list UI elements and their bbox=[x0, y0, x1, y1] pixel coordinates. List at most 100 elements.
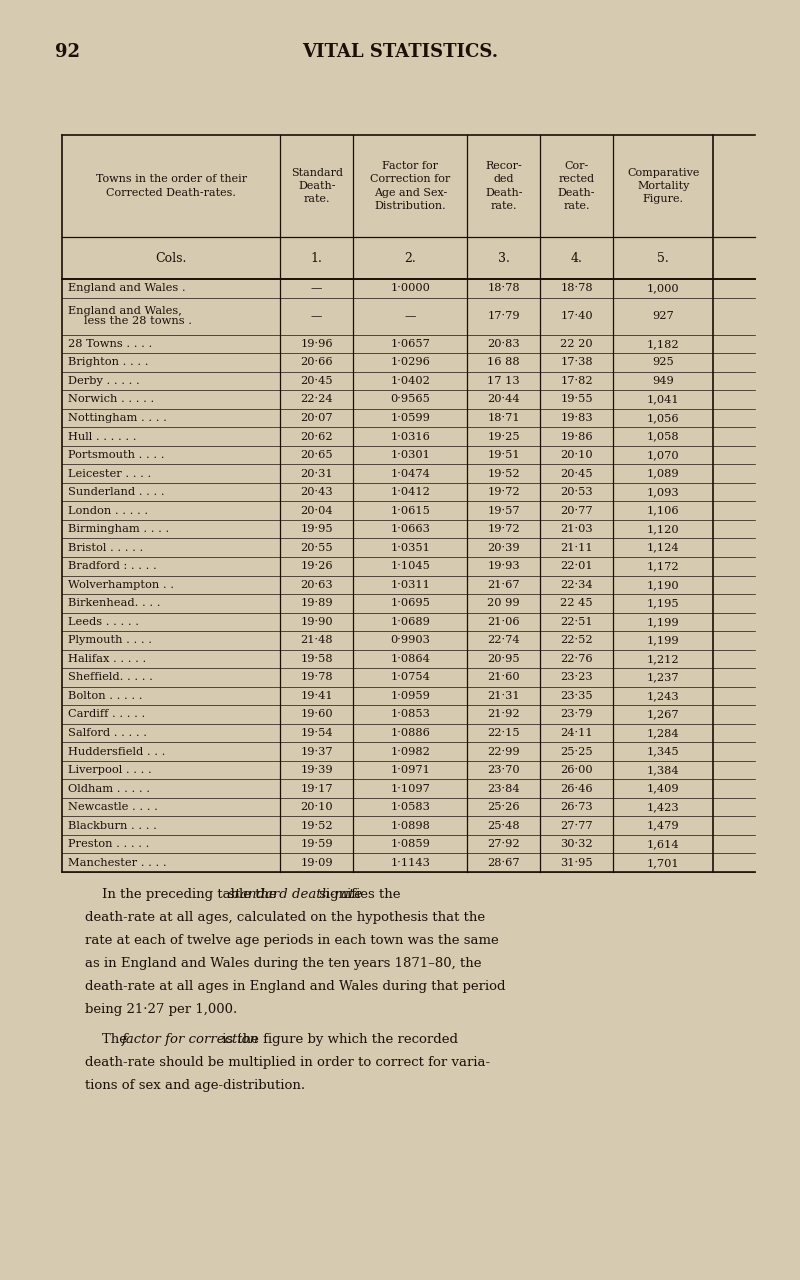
Text: 18·78: 18·78 bbox=[487, 283, 520, 293]
Text: 19·86: 19·86 bbox=[560, 431, 593, 442]
Text: Cols.: Cols. bbox=[155, 251, 187, 265]
Text: 1·1143: 1·1143 bbox=[390, 858, 430, 868]
Text: 22·51: 22·51 bbox=[560, 617, 593, 627]
Text: 17·40: 17·40 bbox=[560, 311, 593, 321]
Text: In the preceding table the: In the preceding table the bbox=[85, 888, 281, 901]
Text: 3.: 3. bbox=[498, 251, 510, 265]
Text: Hull . . . . . .: Hull . . . . . . bbox=[68, 431, 137, 442]
Text: 20·31: 20·31 bbox=[300, 468, 333, 479]
Text: England and Wales .: England and Wales . bbox=[68, 283, 186, 293]
Text: —: — bbox=[405, 311, 416, 321]
Text: 22·15: 22·15 bbox=[487, 728, 520, 739]
Text: 20·62: 20·62 bbox=[300, 431, 333, 442]
Text: 1·0351: 1·0351 bbox=[390, 543, 430, 553]
Text: 20·45: 20·45 bbox=[300, 376, 333, 387]
Text: 28·67: 28·67 bbox=[487, 858, 520, 868]
Text: 1·0657: 1·0657 bbox=[390, 339, 430, 349]
Text: Bradford : . . . .: Bradford : . . . . bbox=[68, 561, 157, 571]
Text: 20·39: 20·39 bbox=[487, 543, 520, 553]
Text: Nottingham . . . .: Nottingham . . . . bbox=[68, 413, 167, 422]
Text: 17·38: 17·38 bbox=[560, 357, 593, 367]
Text: 20·65: 20·65 bbox=[300, 451, 333, 460]
Text: 19·59: 19·59 bbox=[300, 840, 333, 849]
Text: 1·0971: 1·0971 bbox=[390, 765, 430, 776]
Text: 0·9565: 0·9565 bbox=[390, 394, 430, 404]
Text: 22·76: 22·76 bbox=[560, 654, 593, 664]
Text: Towns in the order of their
Corrected Death-rates.: Towns in the order of their Corrected De… bbox=[95, 174, 246, 197]
Text: 23·70: 23·70 bbox=[487, 765, 520, 776]
Text: Standard
Death-
rate.: Standard Death- rate. bbox=[290, 168, 342, 205]
Text: 1·0583: 1·0583 bbox=[390, 803, 430, 812]
Text: VITAL STATISTICS.: VITAL STATISTICS. bbox=[302, 44, 498, 61]
Text: rate at each of twelve age periods in each town was the same: rate at each of twelve age periods in ea… bbox=[85, 934, 498, 947]
Text: Portsmouth . . . .: Portsmouth . . . . bbox=[68, 451, 165, 460]
Text: Bolton . . . . .: Bolton . . . . . bbox=[68, 691, 143, 701]
Text: 22·24: 22·24 bbox=[300, 394, 333, 404]
Text: Factor for
Correction for
Age and Sex-
Distribution.: Factor for Correction for Age and Sex- D… bbox=[370, 161, 450, 211]
Text: 1·0412: 1·0412 bbox=[390, 488, 430, 497]
Text: 1·0402: 1·0402 bbox=[390, 376, 430, 387]
Text: 1,000: 1,000 bbox=[647, 283, 679, 293]
Text: 1,089: 1,089 bbox=[647, 468, 679, 479]
Text: 19·55: 19·55 bbox=[560, 394, 593, 404]
Text: 19·41: 19·41 bbox=[300, 691, 333, 701]
Text: 1,701: 1,701 bbox=[647, 858, 679, 868]
Text: 1·0853: 1·0853 bbox=[390, 709, 430, 719]
Text: signifies the: signifies the bbox=[315, 888, 401, 901]
Text: 19·89: 19·89 bbox=[300, 598, 333, 608]
Text: 16 88: 16 88 bbox=[487, 357, 520, 367]
Text: Huddersfield . . .: Huddersfield . . . bbox=[68, 746, 166, 756]
Text: 2.: 2. bbox=[404, 251, 416, 265]
Text: 24·11: 24·11 bbox=[560, 728, 593, 739]
Text: 22 20: 22 20 bbox=[560, 339, 593, 349]
Text: 18·71: 18·71 bbox=[487, 413, 520, 422]
Text: 21·03: 21·03 bbox=[560, 525, 593, 534]
Text: —: — bbox=[311, 283, 322, 293]
Text: 19·60: 19·60 bbox=[300, 709, 333, 719]
Text: 1,614: 1,614 bbox=[647, 840, 679, 849]
Text: 1,284: 1,284 bbox=[647, 728, 679, 739]
Text: —: — bbox=[311, 311, 322, 321]
Text: 22·52: 22·52 bbox=[560, 635, 593, 645]
Text: Newcastle . . . .: Newcastle . . . . bbox=[68, 803, 158, 812]
Text: 19·52: 19·52 bbox=[487, 468, 520, 479]
Text: 27·77: 27·77 bbox=[560, 820, 593, 831]
Text: Recor-
ded
Death-
rate.: Recor- ded Death- rate. bbox=[485, 161, 522, 211]
Text: 925: 925 bbox=[652, 357, 674, 367]
Text: 20·10: 20·10 bbox=[300, 803, 333, 812]
Text: Liverpool . . . .: Liverpool . . . . bbox=[68, 765, 152, 776]
Text: 1,124: 1,124 bbox=[647, 543, 679, 553]
Text: 0·9903: 0·9903 bbox=[390, 635, 430, 645]
Text: 25·26: 25·26 bbox=[487, 803, 520, 812]
Text: 1,237: 1,237 bbox=[647, 672, 679, 682]
Text: 1·0864: 1·0864 bbox=[390, 654, 430, 664]
Text: 1·0886: 1·0886 bbox=[390, 728, 430, 739]
Text: 26·00: 26·00 bbox=[560, 765, 593, 776]
Text: 1,199: 1,199 bbox=[647, 635, 679, 645]
Text: 20·95: 20·95 bbox=[487, 654, 520, 664]
Text: Birkenhead. . . .: Birkenhead. . . . bbox=[68, 598, 161, 608]
Text: Oldham . . . . .: Oldham . . . . . bbox=[68, 783, 150, 794]
Text: Leicester . . . .: Leicester . . . . bbox=[68, 468, 152, 479]
Text: 19·78: 19·78 bbox=[300, 672, 333, 682]
Text: 20·83: 20·83 bbox=[487, 339, 520, 349]
Text: 1.: 1. bbox=[310, 251, 322, 265]
Text: 1·0695: 1·0695 bbox=[390, 598, 430, 608]
Text: 1·1097: 1·1097 bbox=[390, 783, 430, 794]
Text: 21·48: 21·48 bbox=[300, 635, 333, 645]
Text: 22·01: 22·01 bbox=[560, 561, 593, 571]
Text: 20·07: 20·07 bbox=[300, 413, 333, 422]
Text: 92: 92 bbox=[55, 44, 80, 61]
Text: 23·35: 23·35 bbox=[560, 691, 593, 701]
Text: 30·32: 30·32 bbox=[560, 840, 593, 849]
Text: 1,058: 1,058 bbox=[647, 431, 679, 442]
Text: 18·78: 18·78 bbox=[560, 283, 593, 293]
Text: 19·52: 19·52 bbox=[300, 820, 333, 831]
Text: 19·26: 19·26 bbox=[300, 561, 333, 571]
Text: Leeds . . . . .: Leeds . . . . . bbox=[68, 617, 139, 627]
Text: 19·72: 19·72 bbox=[487, 488, 520, 497]
Text: 20·44: 20·44 bbox=[487, 394, 520, 404]
Text: 19·83: 19·83 bbox=[560, 413, 593, 422]
Text: 21·67: 21·67 bbox=[487, 580, 520, 590]
Text: 1,182: 1,182 bbox=[647, 339, 679, 349]
